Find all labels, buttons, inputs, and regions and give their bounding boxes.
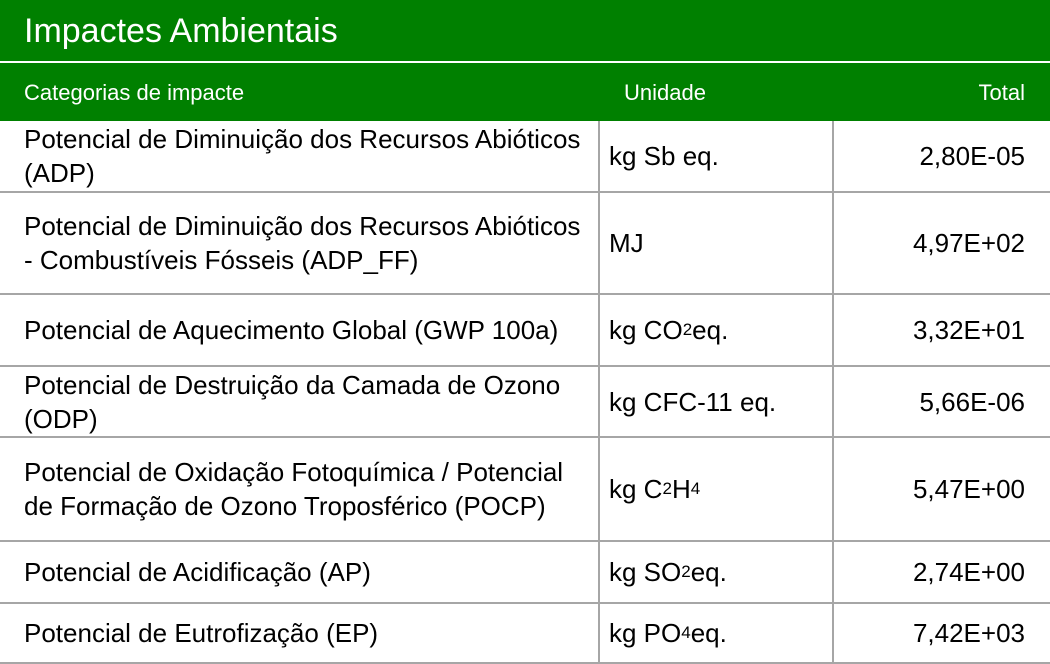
header-category: Categorias de impacte xyxy=(24,80,245,105)
cell-total: 3,32E+01 xyxy=(912,315,1025,345)
cell-unit: kg CFC-11 eq. xyxy=(609,367,829,436)
cell-category: Potencial de Diminuição dos Recursos Abi… xyxy=(24,124,581,188)
table-row: Potencial de Diminuição dos Recursos Abi… xyxy=(0,193,1050,295)
unit-suffix: eq. xyxy=(692,315,729,345)
cell-category: Potencial de Acidificação (AP) xyxy=(24,557,371,587)
cell-unit: MJ xyxy=(609,193,829,293)
unit-suffix: eq. xyxy=(690,557,727,587)
table-row: Potencial de Oxidação Fotoquímica / Pote… xyxy=(0,438,1050,542)
column-divider xyxy=(598,438,600,540)
cell-category: Potencial de Diminuição dos Recursos Abi… xyxy=(24,211,581,275)
header-total: Total xyxy=(978,80,1025,105)
column-divider xyxy=(598,295,600,365)
cell-category: Potencial de Eutrofização (EP) xyxy=(24,618,379,648)
column-divider xyxy=(832,438,834,540)
column-divider xyxy=(832,542,834,602)
column-divider xyxy=(832,193,834,293)
cell-total: 5,47E+00 xyxy=(912,474,1025,504)
unit-text: kg SO xyxy=(609,557,682,587)
cell-total: 2,80E-05 xyxy=(919,141,1025,171)
cell-category: Potencial de Aquecimento Global (GWP 100… xyxy=(24,315,559,345)
table-row: Potencial de Diminuição dos Recursos Abi… xyxy=(0,121,1050,193)
table-row: Potencial de Acidificação (AP) kg SO 2 eq… xyxy=(0,542,1050,604)
unit-text: kg Sb eq. xyxy=(609,141,719,171)
cell-unit: kg SO 2 eq. xyxy=(609,557,727,587)
unit-text: kg CFC-11 eq. xyxy=(609,386,777,417)
unit-text: MJ xyxy=(609,228,644,258)
cell-unit: kg PO 4 eq. xyxy=(609,618,727,648)
table-row: Potencial de Aquecimento Global (GWP 100… xyxy=(0,295,1050,367)
column-divider xyxy=(598,367,600,436)
column-divider xyxy=(598,542,600,602)
unit-text: kg C xyxy=(609,474,663,504)
table-header-row: Categorias de impacte Unidade Total xyxy=(0,63,1050,121)
unit-text: kg PO xyxy=(609,618,682,648)
cell-total: 4,97E+02 xyxy=(912,228,1025,258)
unit-suffix: eq. xyxy=(690,618,727,648)
header-unit: Unidade xyxy=(624,80,706,105)
table-body: Potencial de Diminuição dos Recursos Abi… xyxy=(0,121,1050,664)
column-divider xyxy=(832,121,834,191)
column-divider xyxy=(832,295,834,365)
cell-total: 7,42E+03 xyxy=(912,618,1025,648)
cell-total: 5,66E-06 xyxy=(919,386,1025,417)
cell-category: Potencial de Destruição da Camada de Ozo… xyxy=(24,369,561,434)
cell-category: Potencial de Oxidação Fotoquímica / Pote… xyxy=(24,457,564,521)
table-title-bar: Impactes Ambientais xyxy=(0,0,1050,61)
column-divider xyxy=(598,604,600,662)
column-divider xyxy=(832,367,834,436)
column-divider xyxy=(832,604,834,662)
table-row: Potencial de Destruição da Camada de Ozo… xyxy=(0,367,1050,438)
cell-unit: kg CO 2 eq. xyxy=(609,315,729,345)
cell-unit: kg Sb eq. xyxy=(609,121,829,191)
unit-suffix: H xyxy=(671,474,691,504)
table-title: Impactes Ambientais xyxy=(24,12,338,50)
column-divider xyxy=(598,193,600,293)
table-row: Potencial de Eutrofização (EP) kg PO 4 eq… xyxy=(0,604,1050,664)
unit-text: kg CO xyxy=(609,315,683,345)
column-divider xyxy=(598,121,600,191)
cell-total: 2,74E+00 xyxy=(912,557,1025,587)
